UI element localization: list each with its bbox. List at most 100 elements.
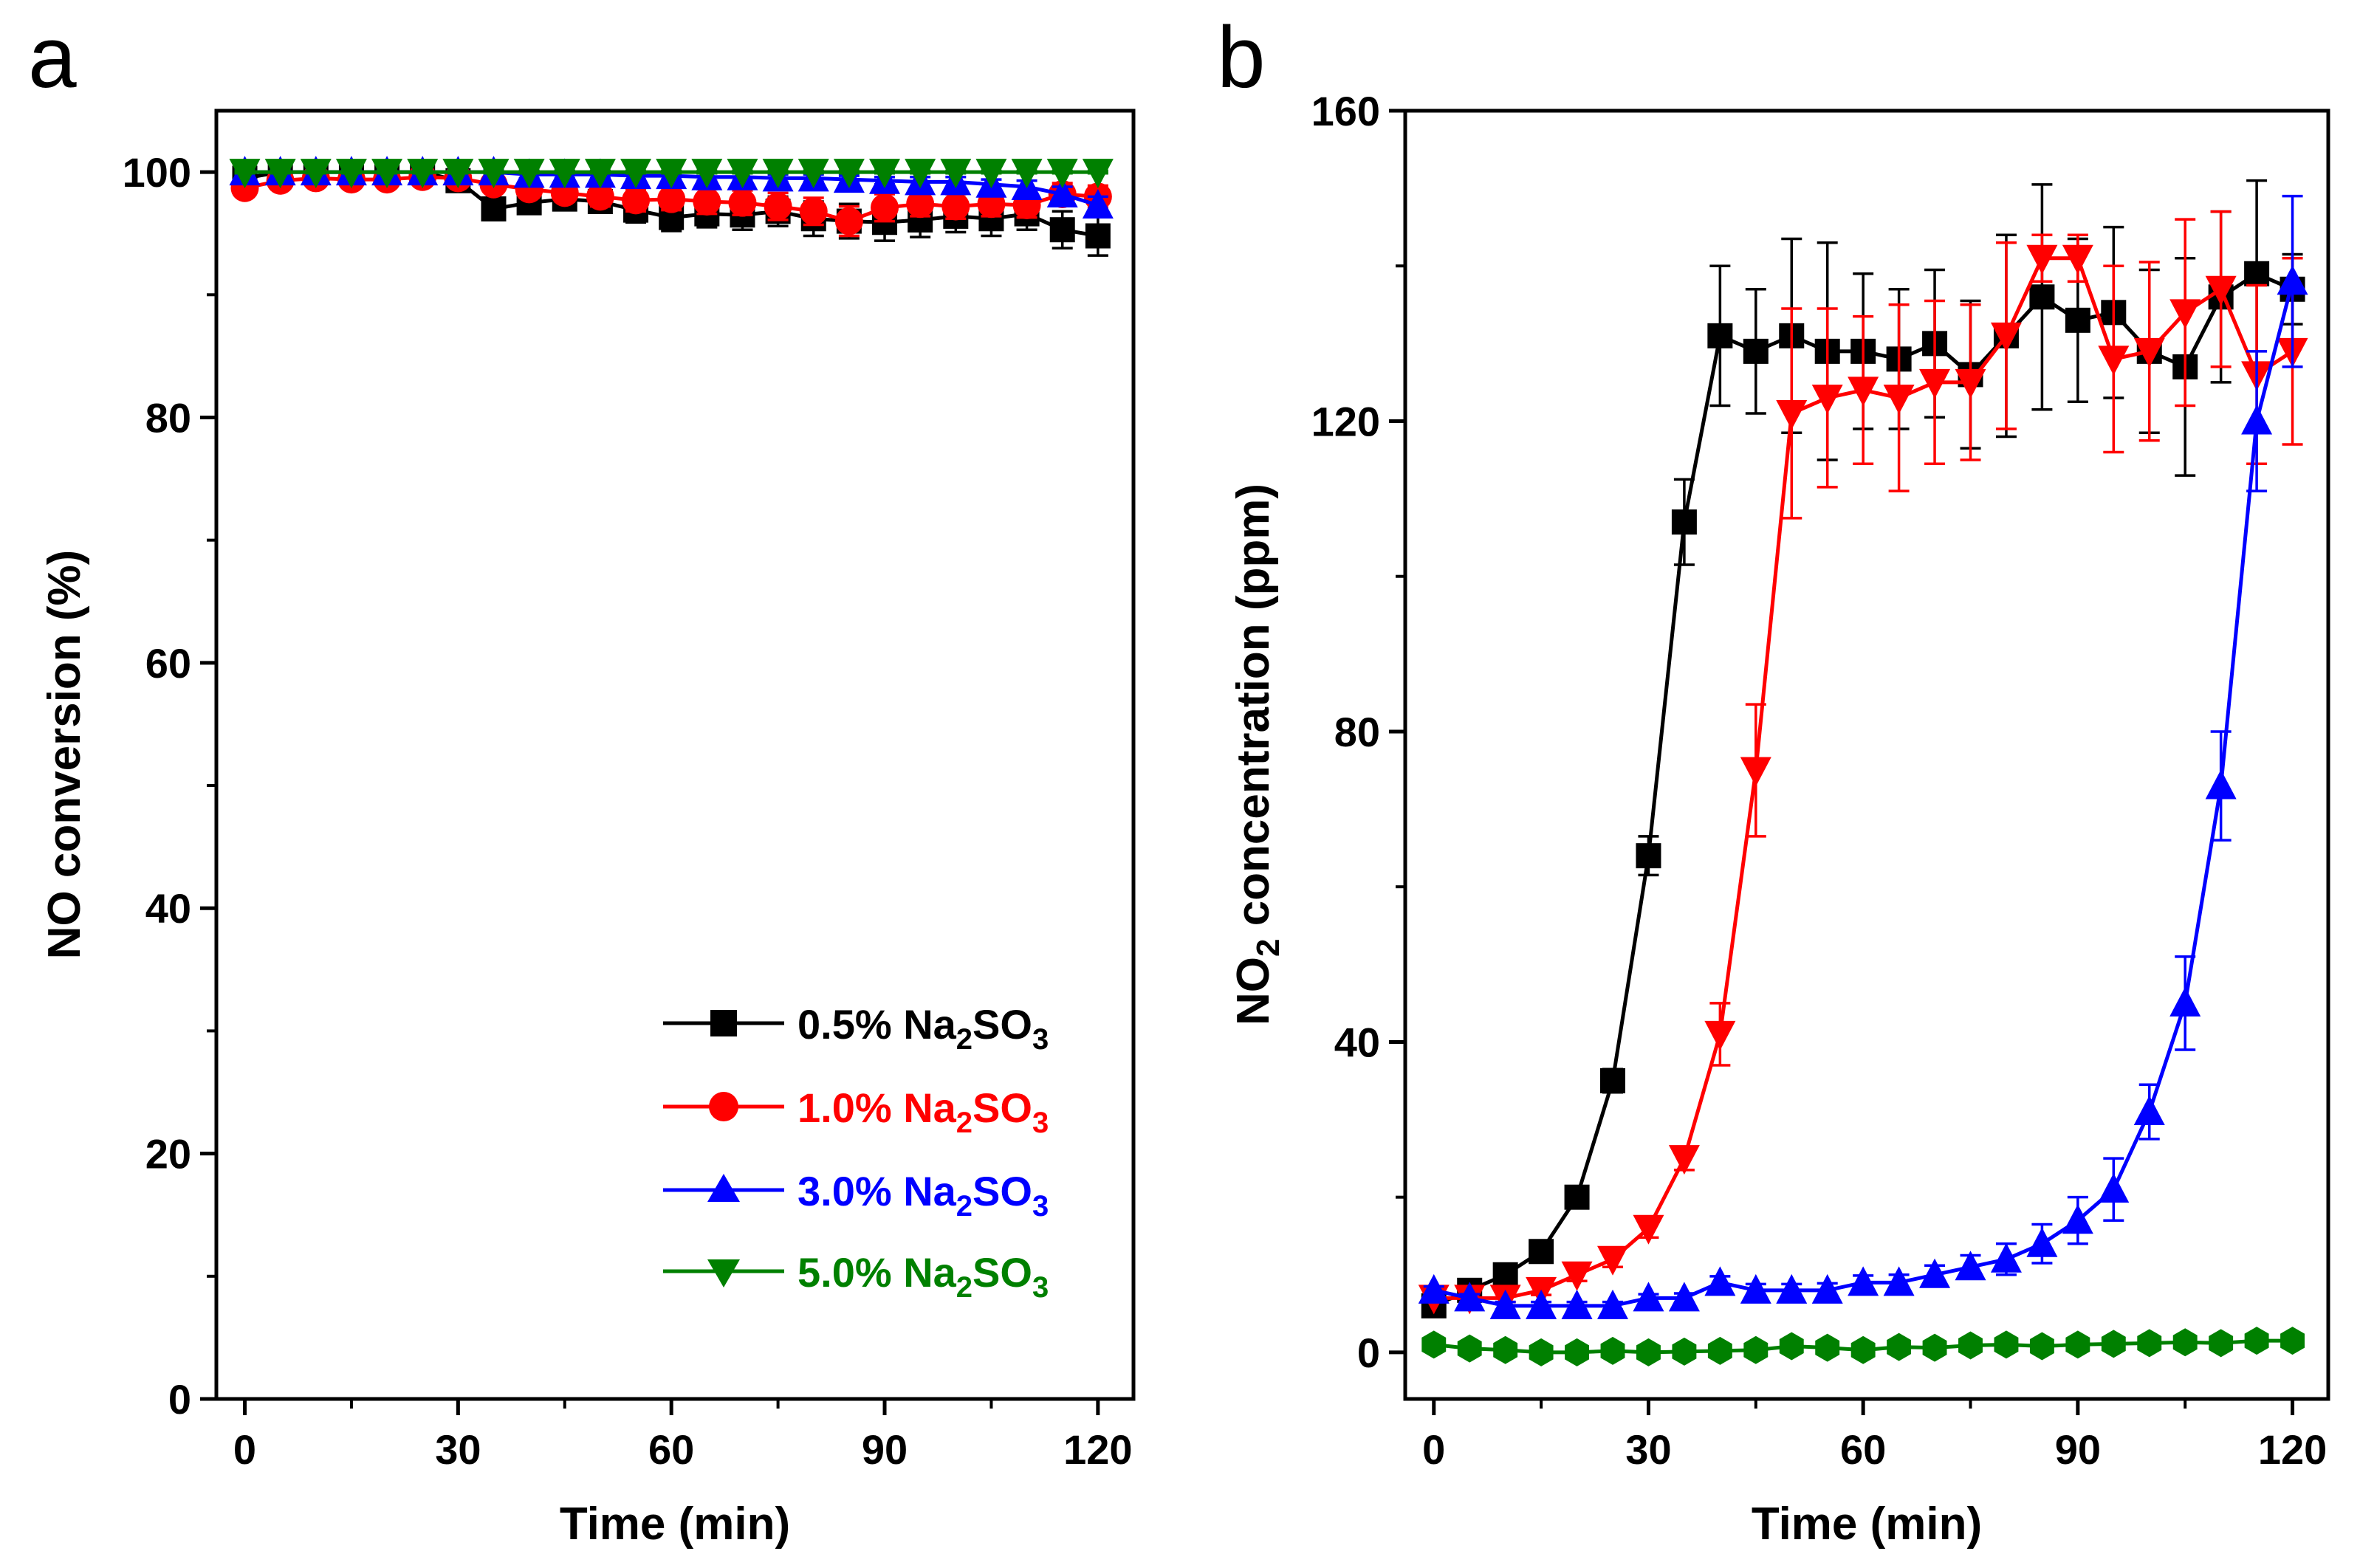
panel-a-series-0-point-24 [1085,223,1111,249]
panel-a-series-2-point-24 [1082,188,1114,219]
panel-a-series-2-point-23 [1046,178,1078,208]
panel-letter-b: b [1217,9,1266,106]
legend-entry-2: 3.0% Na2SO3 [663,1168,1049,1223]
panel-a-series-3-point-16 [797,159,829,189]
legend-label-3-sub1: 2 [956,1271,973,1304]
panel-a-series-0-point-23 [1049,217,1075,243]
panel-b-data [1418,179,2308,1366]
panel-a-series-3-point-11 [620,159,652,189]
panel-b-series-3-point-0 [1421,1330,1447,1359]
panel-a-x-tick-label-1: 30 [435,1426,481,1473]
panel-b-series-2-point-23 [2241,405,2273,435]
panel-b-series-2-point-20 [2133,1096,2165,1126]
panel-b-series-1-point-17 [2026,244,2058,275]
panel-a-y-tick-label-1: 20 [145,1131,191,1177]
panel-b-series-0-point-4 [1564,1184,1590,1210]
panel-b-y-tick-label-3: 120 [1311,398,1380,444]
panel-a-x-tick-label-4: 120 [1063,1426,1132,1473]
panel-b-series-1-point-8 [1704,1020,1736,1051]
panel-a-series-3-point-22 [1011,159,1043,189]
legend-entry-3: 5.0% Na2SO3 [663,1249,1049,1304]
panel-b-series-2-point-6 [1633,1282,1664,1312]
panel-b-series-2-point-13 [1883,1266,1915,1296]
panel-a-y-axis-title: NO conversion (%) [39,550,90,960]
panel-a-series-1-point-17 [834,207,863,235]
legend-label-1-sub1: 2 [956,1107,973,1139]
panel-b-series-3-point-4 [1565,1338,1590,1366]
panel-a-series-1-point-14 [728,188,757,217]
panel-b-series-3-point-7 [1672,1337,1697,1366]
panel-b-series-0-point-6 [1636,843,1661,869]
panel-b-y-title-sub: 2 [1250,939,1286,957]
legend-entry-1: 1.0% Na2SO3 [663,1084,1049,1139]
panel-b-series-0-point-17 [2029,284,2055,310]
panel-b-x-axis-title: Time (min) [1752,1499,1982,1550]
legend-label-2-sub2: 3 [1032,1190,1049,1223]
panel-b: b 0 30 60 90 120 0 40 80 120 160 Time (min) NO2 c… [1217,9,2330,1550]
panel-a-y-tick-label-5: 100 [123,149,191,196]
panel-b-series-1-point-14 [1919,368,1951,399]
panel-b-series-2-point-10 [1776,1273,1808,1304]
panel-b-series-3-point-17 [2029,1332,2054,1361]
panel-b-axes: 0 30 60 90 120 0 40 80 120 160 [1311,88,2328,1473]
panel-a-series-3-point-12 [656,159,687,189]
panel-b-series-2-point-1 [1454,1282,1486,1312]
panel-a-y-tick-label-4: 80 [145,394,191,441]
panel-b-series-1-point-10 [1776,399,1808,430]
panel-b-series-1-point-5 [1597,1245,1629,1276]
panel-a-series-3-point-5 [407,159,439,189]
panel-a: a 0 30 60 90 120 0 20 40 60 80 100 Time (min) NO c… [28,9,1136,1550]
legend-label-2: 3.0% Na2SO3 [797,1168,1049,1223]
panel-a-series-3-point-3 [335,159,367,189]
panel-a-series-3-point-7 [478,159,510,189]
legend-marker-2 [707,1174,740,1202]
legend-label-0-sub2: 3 [1032,1023,1049,1056]
panel-b-series-3-point-16 [1994,1330,2019,1359]
legend-label-2-pre: 3.0% Na [797,1168,957,1214]
panel-b-series-2-point-19 [2098,1173,2130,1203]
panel-a-series-1-point-12 [657,185,686,213]
panel-b-series-2-point-2 [1489,1289,1521,1319]
panel-b-x-tick-label-3: 90 [2055,1426,2101,1473]
legend-label-3: 5.0% Na2SO3 [797,1249,1049,1304]
panel-a-series-3-point-14 [727,159,758,189]
panel-a-series-1-point-19 [906,190,935,219]
panel-a-series-1-point-13 [693,187,721,216]
panel-b-series-2-point-18 [2062,1204,2093,1234]
panel-a-series-3-point-8 [513,159,545,189]
panel-b-series-1-point-22 [2205,275,2237,306]
panel-b-series-3-point-18 [2065,1330,2090,1359]
panel-a-series-3-point-19 [905,159,936,189]
panel-b-y-title-post: concentration (ppm) [1228,484,1279,939]
panel-b-series-0-point-5 [1600,1068,1626,1094]
panel-b-series-2-point-12 [1848,1266,1879,1296]
panel-b-series-1-point-18 [2062,244,2093,275]
panel-b-y-axis-title: NO2 concentration (ppm) [1228,484,1286,1025]
panel-a-frame [214,109,1136,1401]
panel-b-x-tick-label-1: 30 [1625,1426,1671,1473]
panel-a-series-3-point-18 [869,159,901,189]
panel-a-axes: 0 30 60 90 120 0 20 40 60 80 100 [123,149,1133,1473]
legend-label-2-mid: SO [973,1168,1032,1214]
legend-entry-0: 0.5% Na2SO3 [663,1001,1049,1056]
legend-marker-3 [707,1259,740,1287]
panel-b-series-3-point-22 [2209,1329,2234,1358]
panel-a-series-3-point-1 [264,159,296,189]
panel-b-series-3-point-5 [1600,1336,1625,1365]
panel-b-series-0-point-3 [1529,1239,1554,1265]
panel-b-series-3-point-24 [2280,1327,2305,1355]
panel-a-series-3-point-17 [833,159,865,189]
legend-label-0-mid: SO [973,1001,1032,1048]
panel-b-series-2-point-24 [2277,265,2308,295]
legend-label-1-sub2: 3 [1032,1107,1049,1139]
panel-a-series-3 [229,159,1114,189]
panel-b-series-2-point-5 [1597,1289,1629,1319]
panel-b-y-tick-label-4: 160 [1311,88,1380,134]
panel-b-series-1-point-16 [1990,322,2022,352]
panel-b-series-3-point-8 [1707,1336,1732,1365]
panel-a-series-3-point-23 [1046,159,1078,189]
panel-b-series-2-point-0 [1418,1273,1450,1304]
panel-a-data [229,156,1114,257]
panel-a-series-1-point-10 [586,182,614,211]
panel-b-series-2-point-17 [2026,1227,2058,1257]
